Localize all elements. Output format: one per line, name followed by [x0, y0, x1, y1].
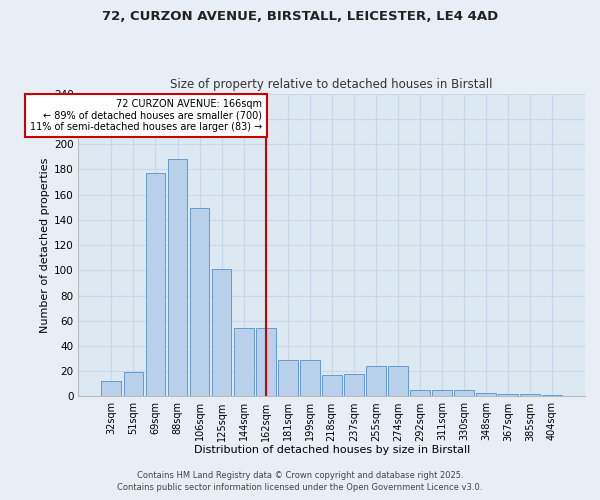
- Bar: [300, 360, 320, 397]
- Bar: [366, 366, 386, 396]
- Bar: [432, 390, 452, 396]
- Y-axis label: Number of detached properties: Number of detached properties: [40, 158, 50, 332]
- Bar: [146, 173, 166, 396]
- Bar: [212, 269, 232, 396]
- Bar: [520, 394, 540, 396]
- Bar: [344, 374, 364, 396]
- Bar: [542, 395, 562, 396]
- Bar: [124, 372, 143, 396]
- Bar: [410, 390, 430, 396]
- Bar: [498, 394, 518, 396]
- Bar: [454, 390, 474, 396]
- Title: Size of property relative to detached houses in Birstall: Size of property relative to detached ho…: [170, 78, 493, 91]
- Bar: [476, 392, 496, 396]
- Text: Contains HM Land Registry data © Crown copyright and database right 2025.
Contai: Contains HM Land Registry data © Crown c…: [118, 471, 482, 492]
- Bar: [233, 328, 254, 396]
- Bar: [101, 382, 121, 396]
- X-axis label: Distribution of detached houses by size in Birstall: Distribution of detached houses by size …: [194, 445, 470, 455]
- Text: 72, CURZON AVENUE, BIRSTALL, LEICESTER, LE4 4AD: 72, CURZON AVENUE, BIRSTALL, LEICESTER, …: [102, 10, 498, 23]
- Text: 72 CURZON AVENUE: 166sqm
← 89% of detached houses are smaller (700)
11% of semi-: 72 CURZON AVENUE: 166sqm ← 89% of detach…: [30, 98, 262, 132]
- Bar: [278, 360, 298, 397]
- Bar: [256, 328, 275, 396]
- Bar: [388, 366, 408, 396]
- Bar: [322, 375, 341, 396]
- Bar: [167, 159, 187, 396]
- Bar: [190, 208, 209, 396]
